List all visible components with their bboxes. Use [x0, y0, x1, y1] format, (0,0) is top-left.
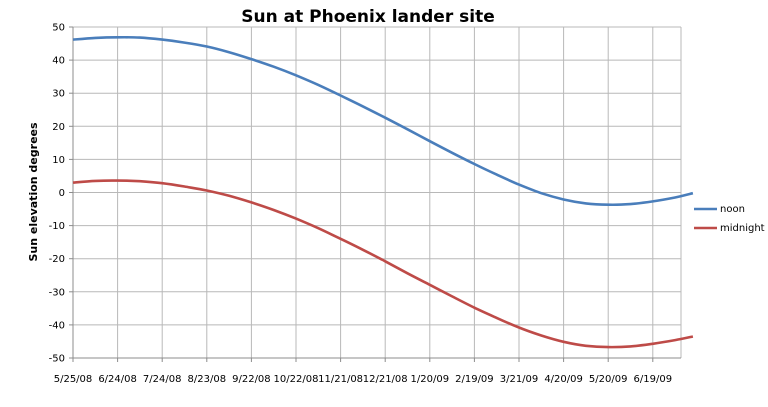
legend-label-noon: noon [720, 204, 745, 215]
legend-item-noon: noon [694, 204, 745, 215]
legend: noon midnight [694, 204, 765, 234]
series-line-midnight [72, 179, 694, 349]
x-tick-label: 10/22/08 [274, 374, 319, 385]
x-tick-label: 11/21/08 [318, 374, 363, 385]
x-tick-label: 3/21/09 [500, 374, 539, 385]
legend-label-midnight: midnight [720, 223, 765, 234]
series-lines [72, 35, 694, 349]
gridlines [73, 26, 682, 359]
x-tick-label: 12/21/08 [363, 374, 408, 385]
x-tick-label: 9/22/08 [232, 374, 271, 385]
x-tick-label: 5/25/08 [54, 374, 93, 385]
y-tick-label: -40 [49, 320, 65, 331]
y-tick-label: 10 [52, 155, 65, 166]
chart-title: Sun at Phoenix lander site [241, 7, 494, 27]
x-tick-label: 6/24/08 [98, 374, 137, 385]
y-axis-label: Sun elevation degrees [27, 122, 40, 261]
y-tick-label: 50 [52, 23, 65, 34]
y-tick-label: 0 [59, 188, 65, 199]
y-tick-label: -20 [49, 254, 65, 265]
x-tick-label: 1/20/09 [411, 374, 450, 385]
x-tick-label: 4/20/09 [544, 374, 583, 385]
legend-item-midnight: midnight [694, 223, 765, 234]
x-tick-label: 8/23/08 [188, 374, 227, 385]
y-tick-label: 40 [52, 56, 65, 67]
y-axis-ticks: 50 40 30 20 10 0 -10 -20 -30 -40 -50 [49, 23, 65, 365]
x-tick-label: 2/19/09 [455, 374, 494, 385]
y-tick-label: 20 [52, 122, 65, 133]
axes [69, 26, 681, 362]
y-tick-label: -10 [49, 221, 65, 232]
y-tick-label: -30 [49, 287, 65, 298]
series-line-noon [72, 35, 694, 207]
x-tick-label: 7/24/08 [143, 374, 182, 385]
y-tick-label: 30 [52, 89, 65, 100]
x-tick-label: 6/19/09 [634, 374, 673, 385]
y-tick-label: -50 [49, 354, 65, 365]
x-tick-label: 5/20/09 [589, 374, 628, 385]
x-axis-ticks: 5/25/08 6/24/08 7/24/08 8/23/08 9/22/08 10/22… [54, 374, 672, 385]
